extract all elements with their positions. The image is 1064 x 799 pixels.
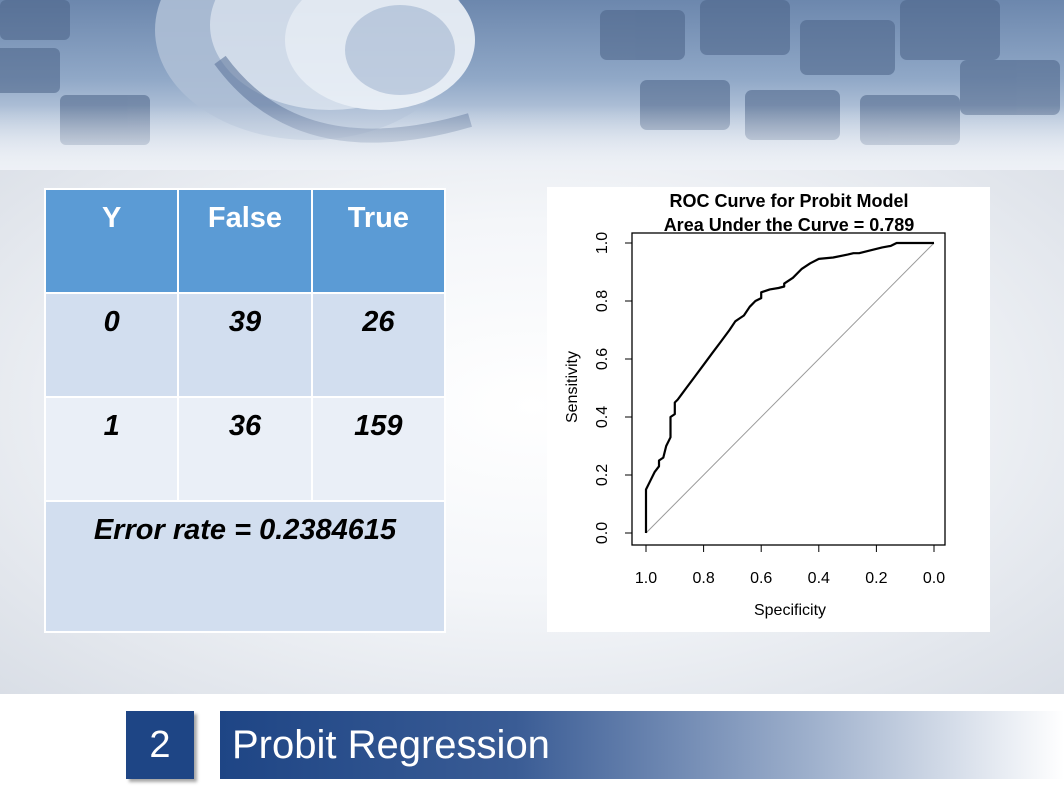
- roc-chart-panel: ROC Curve for Probit Model Area Under th…: [547, 187, 990, 632]
- x-tick-label: 0.4: [808, 570, 830, 587]
- table-row: 1 36 159: [43, 396, 447, 502]
- reference-diagonal-line: [645, 242, 935, 534]
- header-cell: False: [177, 188, 313, 294]
- chart-subtitle: Area Under the Curve = 0.789: [664, 215, 915, 235]
- banner-illustration: [0, 0, 1060, 145]
- title-bar: [220, 711, 1064, 779]
- x-axis-label: Specificity: [754, 602, 826, 619]
- table-cell: 0: [43, 292, 180, 398]
- table-cell: 36: [177, 396, 313, 502]
- x-tick-label: 0.8: [692, 570, 714, 587]
- y-tick-label: 0.8: [594, 290, 611, 312]
- slide-title: Probit Regression: [232, 723, 550, 767]
- table-header-row: Y False True: [43, 188, 447, 294]
- table-cell: 1: [43, 396, 180, 502]
- y-tick-label: 1.0: [594, 232, 611, 254]
- y-tick-label: 0.0: [594, 522, 611, 544]
- table-cell: 26: [310, 292, 447, 398]
- roc-curve-line: [644, 241, 934, 533]
- error-rate-cell: Error rate = 0.2384615: [44, 500, 446, 633]
- x-tick-label: 0.0: [923, 570, 945, 587]
- y-axis-label: Sensitivity: [564, 351, 581, 423]
- table-cell: 39: [177, 292, 313, 398]
- header-cell: True: [310, 188, 447, 294]
- x-tick-label: 1.0: [635, 570, 657, 587]
- slide-number-badge: 2: [126, 711, 194, 779]
- x-tick-label: 0.6: [750, 570, 772, 587]
- header-banner-image: [0, 0, 1064, 175]
- roc-chart: ROC Curve for Probit Model Area Under th…: [564, 191, 946, 619]
- error-rate-row: Error rate = 0.2384615: [44, 500, 446, 633]
- confusion-matrix-table: Y False True 0 39 26 1 36 159 Error rate…: [43, 188, 447, 633]
- y-tick-label: 0.6: [594, 348, 611, 370]
- table-cell: 159: [310, 396, 447, 502]
- y-tick-label: 0.2: [594, 464, 611, 486]
- table-row: 0 39 26: [43, 292, 447, 398]
- y-tick-label: 0.4: [594, 406, 611, 428]
- x-tick-label: 0.2: [865, 570, 887, 587]
- header-cell: Y: [43, 188, 180, 294]
- chart-title: ROC Curve for Probit Model: [669, 191, 908, 211]
